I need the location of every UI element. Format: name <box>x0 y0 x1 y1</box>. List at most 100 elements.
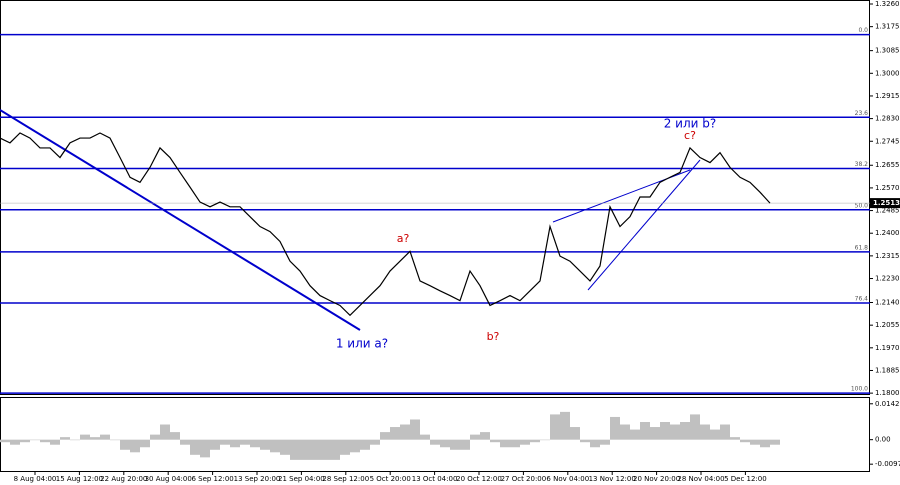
annotation: a? <box>397 232 410 245</box>
oscillator-bar <box>720 424 730 440</box>
oscillator-bar <box>70 439 80 441</box>
y-tick-label: 1.2745 <box>875 137 900 145</box>
oscillator-bar <box>740 439 750 443</box>
oscillator-panel <box>0 397 870 472</box>
y-tick-label: 0.00 <box>875 436 891 444</box>
level-label: 50.0 <box>855 202 869 209</box>
oscillator-bar <box>450 439 460 450</box>
oscillator-bar <box>50 439 60 445</box>
x-tick-label: 30 Aug 04:00 <box>145 475 192 483</box>
oscillator-bar <box>490 439 500 443</box>
y-tick-label: 1.3175 <box>875 23 900 31</box>
oscillator-bar <box>350 439 360 453</box>
x-tick-label: 13 Nov 12:00 <box>589 475 636 483</box>
y-tick-label: 1.2230 <box>875 275 900 283</box>
oscillator-bar <box>60 437 70 440</box>
oscillator-bar <box>770 439 780 445</box>
level-label: 23.6 <box>855 110 869 117</box>
oscillator-bar <box>100 434 110 440</box>
oscillator-bar <box>250 439 260 448</box>
main-panel <box>0 0 870 395</box>
price-line <box>0 132 771 317</box>
oscillator-bar <box>330 439 340 460</box>
oscillator-bar <box>590 439 600 448</box>
y-tick-label: 1.2400 <box>875 229 900 237</box>
level-label: 0.0 <box>858 27 868 34</box>
oscillator-bar <box>400 424 410 440</box>
oscillator-bar <box>130 439 140 453</box>
oscillator-bar <box>90 437 100 440</box>
oscillator-bar <box>420 434 430 440</box>
y-tick-label: 1.2570 <box>875 184 900 192</box>
oscillator-bar <box>0 439 10 443</box>
level-label: 100.0 <box>851 386 868 393</box>
y-tick-label: 1.3260 <box>875 0 900 8</box>
oscillator-bar <box>110 439 120 441</box>
oscillator-bar <box>230 439 240 448</box>
x-tick-label: 28 Nov 04:00 <box>677 475 724 483</box>
oscillator-bar <box>370 439 380 445</box>
oscillator-bar <box>630 429 640 440</box>
y-tick-label: 1.3000 <box>875 69 900 77</box>
oscillator-bar <box>730 437 740 440</box>
y-tick-label: 1.2140 <box>875 299 900 307</box>
oscillator-bar <box>700 424 710 440</box>
oscillator-bar <box>440 439 450 448</box>
oscillator-bar <box>680 421 690 440</box>
oscillator-bar <box>580 439 590 443</box>
oscillator-bar <box>20 439 30 443</box>
oscillator-bar <box>460 439 470 450</box>
oscillator-bar <box>300 439 310 460</box>
annotation: b? <box>487 330 500 343</box>
x-tick-label: 13 Sep 20:00 <box>234 475 281 483</box>
oscillator-bar <box>30 439 40 441</box>
oscillator-bar <box>710 429 720 440</box>
oscillator-bar <box>650 427 660 440</box>
level-label: 61.8 <box>855 244 869 251</box>
annotation: c? <box>684 129 696 142</box>
x-tick-label: 27 Oct 20:00 <box>501 475 547 483</box>
oscillator-bar <box>470 434 480 440</box>
y-tick-label: 1.2830 <box>875 115 900 123</box>
oscillator-bar <box>220 439 230 445</box>
annotation: 1 или a? <box>336 337 388 351</box>
x-tick-label: 20 Oct 12:00 <box>456 475 502 483</box>
x-tick-label: 6 Sep 12:00 <box>191 475 233 483</box>
level-label: 38.2 <box>855 161 869 168</box>
oscillator-bar <box>40 439 50 443</box>
current-price-label: 1.2513 <box>873 199 900 207</box>
y-tick-label: 1.2485 <box>875 207 900 215</box>
oscillator-bar <box>200 439 210 458</box>
y-tick-label: 1.2055 <box>875 321 900 329</box>
y-tick-label: 1.2315 <box>875 252 900 260</box>
oscillator-bar <box>570 427 580 440</box>
oscillator-bar <box>310 439 320 460</box>
x-tick-label: 13 Oct 04:00 <box>412 475 458 483</box>
y-tick-label: 1.2915 <box>875 92 900 100</box>
oscillator-bar <box>760 439 770 448</box>
trend-line <box>587 159 701 291</box>
oscillator-bar <box>150 434 160 440</box>
oscillator-bar <box>510 439 520 448</box>
x-tick-label: 8 Aug 04:00 <box>14 475 57 483</box>
oscillator-bar <box>180 439 190 445</box>
oscillator-bar <box>610 416 620 440</box>
y-tick-label: 1.2655 <box>875 161 900 169</box>
oscillator-bar <box>280 439 290 455</box>
current-price-box <box>870 198 900 209</box>
trend-line <box>0 109 361 331</box>
oscillator-bar <box>260 439 270 450</box>
x-tick-label: 5 Oct 20:00 <box>370 475 411 483</box>
oscillator-bar <box>290 439 300 460</box>
x-tick-label: 20 Nov 20:00 <box>633 475 680 483</box>
oscillator-bar <box>410 419 420 440</box>
oscillator-bar <box>660 421 670 440</box>
x-tick-label: 22 Aug 20:00 <box>100 475 147 483</box>
oscillator-bar <box>190 439 200 455</box>
oscillator-bar <box>270 439 280 453</box>
annotation: 2 или b? <box>664 117 717 131</box>
oscillator-bar <box>80 434 90 440</box>
y-tick-label: -0.0097 <box>875 460 900 468</box>
oscillator-bar <box>430 439 440 445</box>
